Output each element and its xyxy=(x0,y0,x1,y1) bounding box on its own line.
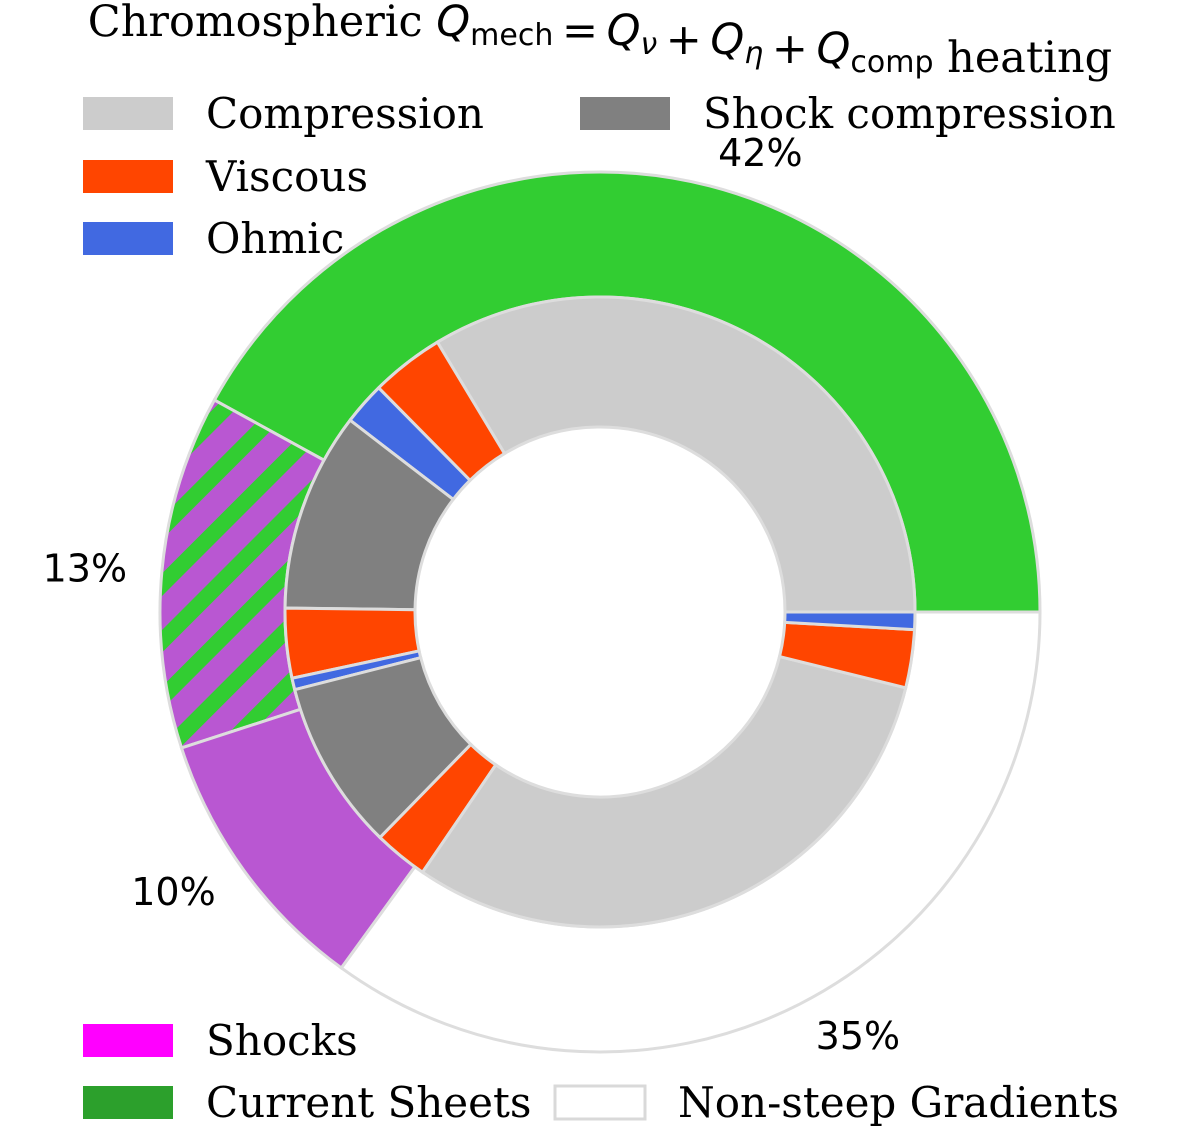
component-legend: Compression Shock compression Viscous Ohmic xyxy=(83,89,1116,263)
legend-swatch-shock-compression xyxy=(580,97,670,130)
legend-label-viscous: Viscous xyxy=(205,152,368,201)
legend-swatch-current-sheets xyxy=(83,1086,173,1119)
outer-slice-label-non-steep-gradients: 35% xyxy=(816,1014,900,1058)
outer-slice-label-shocks-current-sheets: 13% xyxy=(43,546,127,590)
inner-slice-compression-8 xyxy=(420,654,908,929)
legend-label-shock-compression: Shock compression xyxy=(703,89,1116,138)
legend-swatch-non-steep-gradients xyxy=(553,1084,647,1121)
inner-slice-ohmic-10 xyxy=(783,610,917,632)
legend-swatch-shocks xyxy=(83,1024,173,1057)
legend-swatch-ohmic xyxy=(83,222,173,255)
legend-label-non-steep-gradients: Non-steep Gradients xyxy=(678,1078,1119,1126)
chart-title: Chromospheric Qmech = Qν + Qη + Qcomp he… xyxy=(88,0,1112,83)
percentage-labels: 42% 13% 10% 35% xyxy=(43,131,900,1058)
legend-swatch-viscous xyxy=(83,160,173,193)
legend-swatch-compression xyxy=(83,97,173,130)
inner-slice-compression-0 xyxy=(435,295,917,614)
outer-slice-label-current-sheets: 42% xyxy=(718,131,802,175)
legend-label-ohmic: Ohmic xyxy=(206,214,344,263)
legend-label-compression: Compression xyxy=(206,89,484,138)
inner-ring xyxy=(283,295,917,929)
legend-label-shocks: Shocks xyxy=(206,1016,358,1065)
structure-legend: Shocks Current Sheets Non-steep Gradients xyxy=(83,1016,1119,1127)
outer-ring xyxy=(158,170,1042,1054)
legend-label-current-sheets: Current Sheets xyxy=(206,1078,531,1126)
outer-slice-label-shocks: 10% xyxy=(131,870,215,914)
